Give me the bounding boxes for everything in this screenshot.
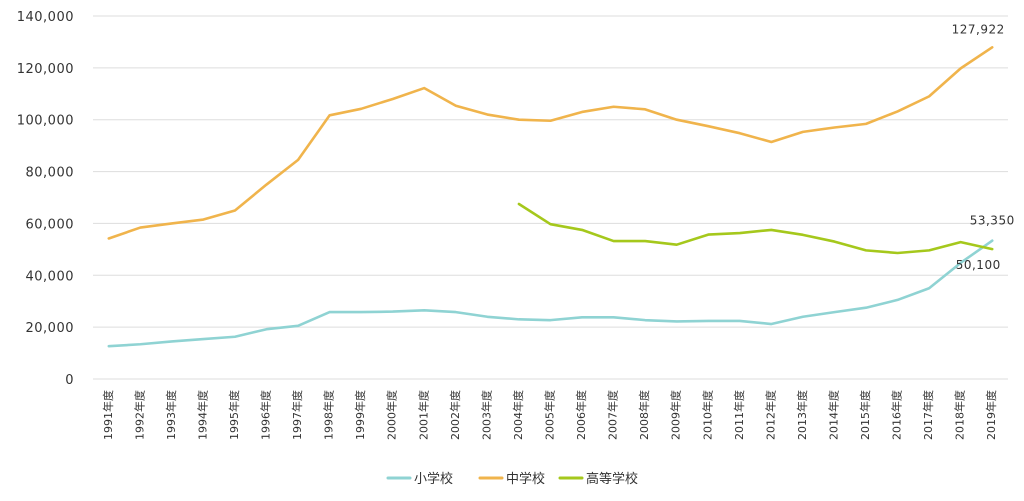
x-tick-label: 2016年度 xyxy=(890,390,904,440)
legend-label: 小学校 xyxy=(414,471,453,487)
x-tick-label: 2003年度 xyxy=(479,390,493,440)
y-tick-label: 120,000 xyxy=(17,62,74,77)
series-line-1 xyxy=(107,46,994,240)
x-tick-label: 2001年度 xyxy=(416,390,430,440)
legend: 小学校 中学校 高等学校 xyxy=(386,471,638,487)
y-tick-label: 140,000 xyxy=(17,10,74,25)
series-lines xyxy=(107,46,994,348)
x-tick-label: 2009年度 xyxy=(669,390,683,440)
x-tick-label: 2012年度 xyxy=(763,390,777,440)
x-tick-label: 1995年度 xyxy=(227,390,241,440)
x-axis-ticks: 1991年度 1992年度 1993年度 1994年度 1995年度 1996年度 1997… xyxy=(101,390,998,440)
x-tick-label: 2015年度 xyxy=(858,390,872,440)
x-tick-label: 1993年度 xyxy=(164,390,178,440)
y-tick-label: 20,000 xyxy=(26,321,75,336)
x-tick-label: 2014年度 xyxy=(826,390,840,440)
x-tick-label: 2017年度 xyxy=(921,390,935,440)
legend-label: 中学校 xyxy=(506,471,545,487)
legend-label: 高等学校 xyxy=(586,471,638,487)
x-tick-label: 2000年度 xyxy=(385,390,399,440)
y-axis-ticks: 0 20,000 40,000 60,000 80,000 100,000 120,000 1… xyxy=(17,10,74,388)
x-tick-label: 2010年度 xyxy=(700,390,714,440)
x-tick-label: 2011年度 xyxy=(732,390,746,440)
x-tick-label: 1997年度 xyxy=(290,390,304,440)
x-tick-label: 1996年度 xyxy=(259,390,273,440)
x-tick-label: 1994年度 xyxy=(195,390,209,440)
y-tick-label: 100,000 xyxy=(17,114,74,129)
data-label: 127,922 xyxy=(952,22,1005,36)
series-line-2 xyxy=(517,202,994,255)
x-tick-label: 2019年度 xyxy=(984,390,998,440)
gridlines xyxy=(93,15,1008,380)
data-label: 53,350 xyxy=(970,214,1015,228)
x-tick-label: 2013年度 xyxy=(795,390,809,440)
x-tick-label: 2002年度 xyxy=(448,390,462,440)
data-labels: 127,922 53,350 50,100 xyxy=(952,22,1015,272)
x-tick-label: 2008年度 xyxy=(637,390,651,440)
y-tick-label: 40,000 xyxy=(26,269,75,284)
x-tick-label: 1999年度 xyxy=(353,390,367,440)
x-tick-label: 2004年度 xyxy=(511,390,525,440)
series-line-0 xyxy=(107,239,994,348)
y-tick-label: 0 xyxy=(65,373,74,388)
x-tick-label: 2005年度 xyxy=(543,390,557,440)
x-tick-label: 2018年度 xyxy=(953,390,967,440)
x-tick-label: 1998年度 xyxy=(322,390,336,440)
data-label: 50,100 xyxy=(956,258,1001,272)
x-tick-label: 1991年度 xyxy=(101,390,115,440)
y-tick-label: 60,000 xyxy=(26,217,75,232)
y-tick-label: 80,000 xyxy=(26,166,75,181)
x-tick-label: 2007年度 xyxy=(606,390,620,440)
x-tick-label: 2006年度 xyxy=(574,390,588,440)
x-tick-label: 1992年度 xyxy=(132,390,146,440)
